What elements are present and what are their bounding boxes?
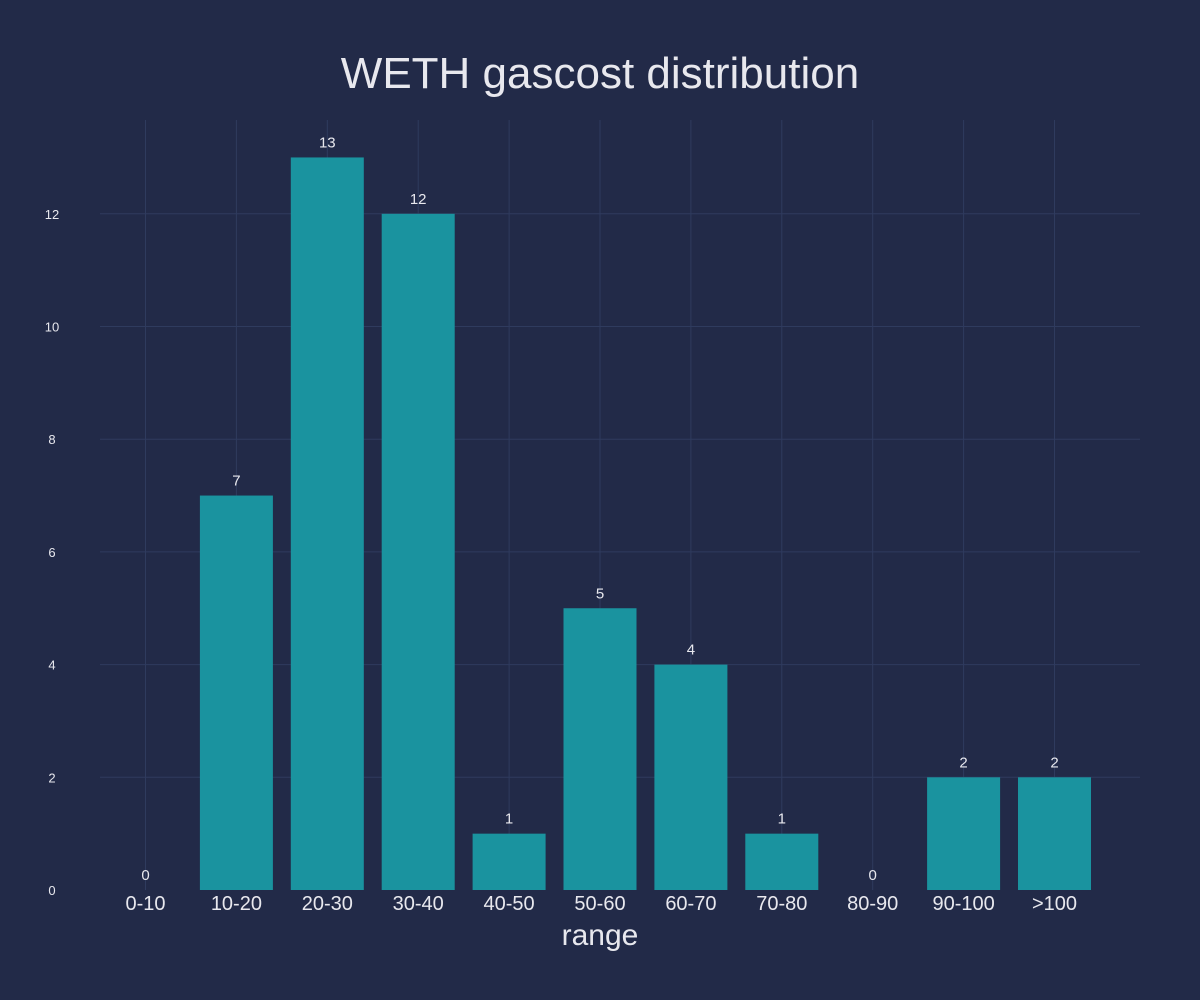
bar	[290, 157, 364, 890]
x-tick-label: 70-80	[756, 893, 807, 915]
bar	[381, 213, 455, 891]
data-label: 2	[959, 754, 967, 771]
bar	[563, 608, 637, 890]
data-label: 4	[687, 642, 695, 659]
y-tick-label: 8	[48, 432, 55, 447]
bar	[199, 495, 273, 890]
x-axis-title: range	[562, 919, 639, 952]
bar	[654, 664, 728, 890]
bar	[472, 833, 546, 890]
x-tick-label: 30-40	[393, 893, 444, 915]
y-tick-label: 6	[48, 545, 55, 560]
bars	[199, 157, 1091, 891]
x-tick-label: 20-30	[302, 893, 353, 915]
x-tick-label: 50-60	[574, 893, 625, 915]
x-tick-label: 10-20	[211, 893, 262, 915]
x-tick-label: 40-50	[484, 893, 535, 915]
y-tick-label: 2	[48, 770, 55, 785]
data-label: 0	[869, 867, 877, 884]
data-label: 1	[505, 811, 513, 828]
bar	[1018, 777, 1091, 890]
x-tick-label: 0-10	[125, 893, 165, 915]
data-label: 1	[778, 811, 786, 828]
chart-title: WETH gascost distribution	[341, 49, 859, 98]
y-tick-label: 10	[45, 320, 59, 335]
data-label: 2	[1050, 754, 1058, 771]
x-tick-label: >100	[1032, 893, 1077, 915]
bar	[745, 833, 819, 890]
data-labels: 0 7 13 12 1 5 4 1 0 2 2	[141, 134, 1058, 884]
data-label: 5	[596, 585, 604, 602]
y-tick-label: 12	[45, 207, 59, 222]
y-tick-label: 0	[48, 883, 55, 898]
x-tick-label: 60-70	[665, 893, 716, 915]
y-axis-ticks: 0 2 4 6 8 10 12	[45, 207, 59, 898]
x-tick-label: 90-100	[932, 893, 994, 915]
y-tick-label: 4	[48, 658, 55, 673]
bar	[927, 777, 1001, 890]
data-label: 7	[232, 473, 240, 490]
x-axis-ticks: 0-10 10-20 20-30 30-40 40-50 50-60 60-70 70-80 8…	[125, 893, 1077, 915]
data-label: 0	[141, 867, 149, 884]
data-label: 13	[319, 134, 336, 151]
x-tick-label: 80-90	[847, 893, 898, 915]
data-label: 12	[410, 191, 427, 208]
